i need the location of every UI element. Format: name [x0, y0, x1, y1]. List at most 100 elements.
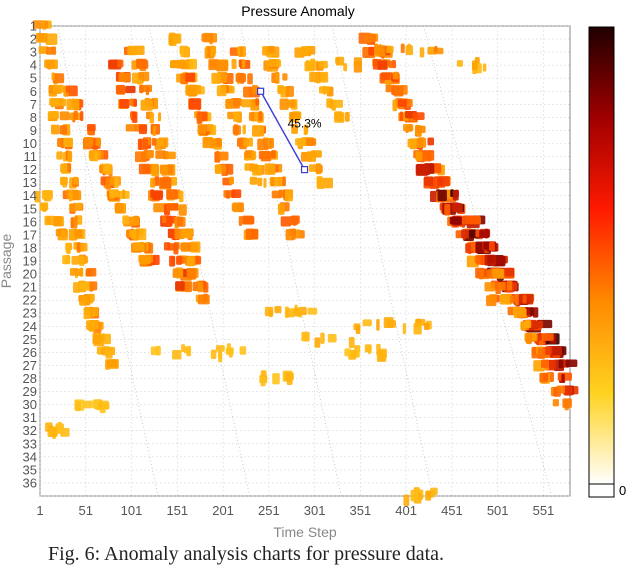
heatmap-cell [197, 294, 210, 305]
heatmap-cell [52, 84, 64, 93]
x-tick-label: 351 [350, 503, 372, 518]
heatmap-cell [225, 163, 234, 175]
heatmap-cell [353, 57, 362, 66]
heatmap-cell [403, 494, 410, 507]
annotation-handle[interactable] [300, 166, 309, 174]
heatmap-cell [492, 268, 502, 278]
heatmap-cell [43, 20, 49, 29]
heatmap-cell [307, 307, 318, 315]
heatmap-cell [59, 111, 70, 121]
heatmap-cell [100, 321, 104, 330]
heatmap-cell [229, 176, 234, 185]
heatmap-cell [306, 151, 317, 162]
heatmap-cell [277, 85, 285, 93]
heatmap-cell [335, 56, 345, 66]
heatmap-cell [407, 138, 419, 148]
heatmap-cell [416, 125, 426, 133]
heatmap-cell [155, 345, 161, 356]
heatmap-cell [240, 46, 244, 57]
heatmap-cell [260, 151, 272, 162]
heatmap-cell [119, 98, 130, 109]
heatmap-cell [243, 86, 252, 98]
heatmap-cell [279, 98, 289, 110]
heatmap-cell [286, 99, 296, 108]
heatmap-cell [114, 203, 124, 212]
heatmap-cell [41, 190, 53, 200]
x-tick-label: 51 [79, 503, 93, 518]
heatmap-cell [225, 347, 234, 355]
heatmap-cell [139, 255, 151, 265]
heatmap-cell [228, 85, 235, 94]
heatmap-cell [118, 72, 131, 83]
heatmap-cell [422, 150, 432, 162]
heatmap-cell [225, 190, 231, 199]
heatmap-cell [392, 71, 399, 80]
heatmap-cell [452, 190, 459, 201]
y-tick-label: 32 [23, 423, 37, 438]
annotation-group[interactable]: 45.3% [257, 87, 322, 174]
heatmap-cell [393, 85, 404, 97]
heatmap-cell [156, 138, 165, 147]
y-tick-label: 19 [23, 254, 37, 269]
heatmap-cell [196, 112, 203, 125]
y-tick-label: 28 [23, 371, 37, 386]
heatmap-cell [48, 110, 60, 120]
heatmap-cell [125, 124, 137, 132]
colorbar-frame [588, 26, 615, 498]
heatmap-cell [105, 178, 112, 190]
heatmap-cell [172, 33, 182, 44]
heatmap-cell [366, 34, 377, 42]
y-tick-label: 13 [23, 175, 37, 190]
heatmap-cell [214, 164, 222, 175]
y-tick-label: 7 [30, 97, 37, 112]
heatmap-cell [258, 111, 263, 122]
heatmap-cell [99, 165, 103, 173]
heatmap-cell [413, 322, 422, 335]
heatmap-cell [482, 63, 487, 72]
heatmap-cell [68, 189, 73, 202]
heatmap-cell [178, 204, 187, 216]
heatmap-cell [80, 110, 84, 122]
y-tick-label: 2 [30, 32, 37, 47]
heatmap-cell [344, 348, 351, 357]
heatmap-cell [225, 98, 232, 109]
heatmap-cell [305, 138, 317, 146]
heatmap-cell [470, 242, 475, 252]
heatmap-cell [249, 163, 258, 172]
heatmap-cell [497, 282, 506, 291]
heatmap-cell [552, 399, 560, 407]
heatmap-cell [561, 373, 565, 383]
heatmap-cell [489, 241, 495, 251]
heatmap-cell [392, 99, 398, 112]
heatmap-cell [268, 309, 273, 318]
heatmap-cell [202, 136, 214, 149]
heatmap-cell [161, 215, 167, 224]
heatmap-cell [558, 359, 563, 369]
y-tick-label: 27 [23, 358, 37, 373]
heatmap-cell [565, 359, 578, 367]
y-tick-label: 31 [23, 410, 37, 425]
y-tick-label: 23 [23, 306, 37, 321]
heatmap-cell [479, 230, 490, 238]
heatmap-cell [115, 84, 126, 95]
colorbar [589, 27, 614, 484]
x-tick-label: 151 [166, 503, 188, 518]
heatmap-cell [437, 189, 447, 202]
heatmap-cell [522, 295, 527, 304]
heatmap-cell [403, 124, 414, 132]
heatmap-cell [285, 85, 294, 97]
heatmap-cell [274, 73, 279, 83]
heatmap-cell [49, 98, 60, 106]
heatmap-cell [86, 267, 97, 277]
heatmap-cell [235, 73, 247, 83]
annotation-line[interactable] [259, 90, 306, 170]
heatmap-cell [32, 20, 44, 29]
y-tick-label: 34 [23, 449, 37, 464]
y-tick-label: 21 [23, 280, 37, 295]
y-tick-label: 5 [30, 71, 37, 86]
y-tick-labels: 1234567891011121314151617181920212223242… [23, 19, 37, 491]
annotation-handle[interactable] [257, 87, 265, 95]
heatmap-cell [84, 137, 93, 146]
heatmap-cell [410, 489, 419, 502]
heatmap-cell [377, 45, 386, 57]
